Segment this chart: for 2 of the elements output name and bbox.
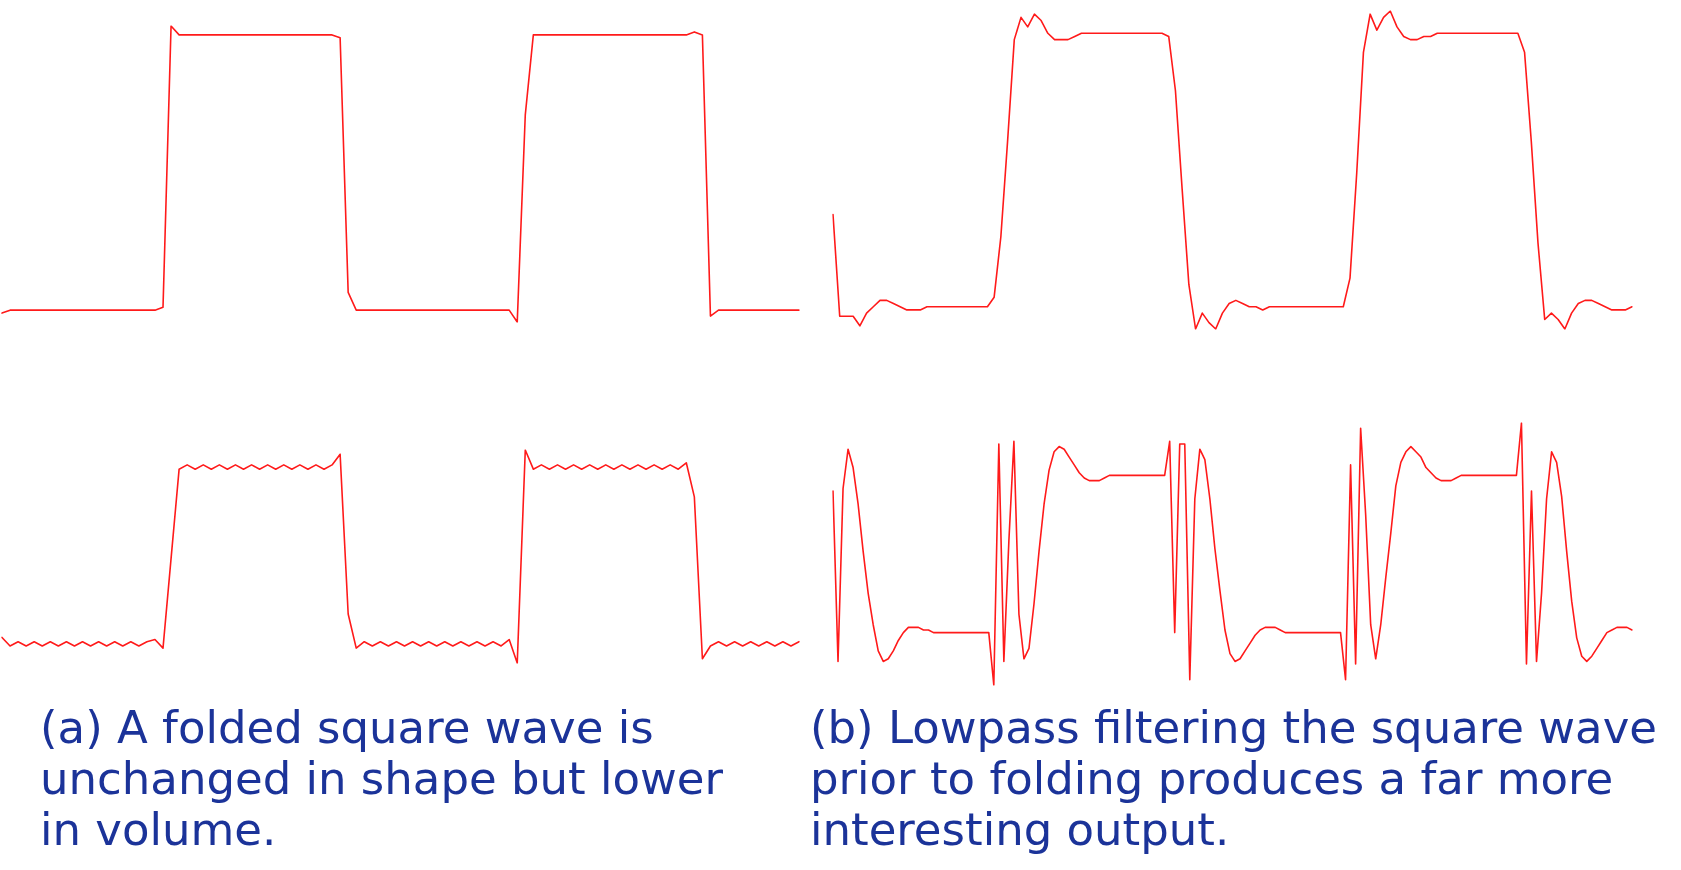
text: (b) Lowpass filtering the square wave prior to folding produces a far more interesting output. xyxy=(810,701,1658,856)
text: (a) A folded square wave is unchanged in shape but lower in volume. xyxy=(40,701,724,856)
